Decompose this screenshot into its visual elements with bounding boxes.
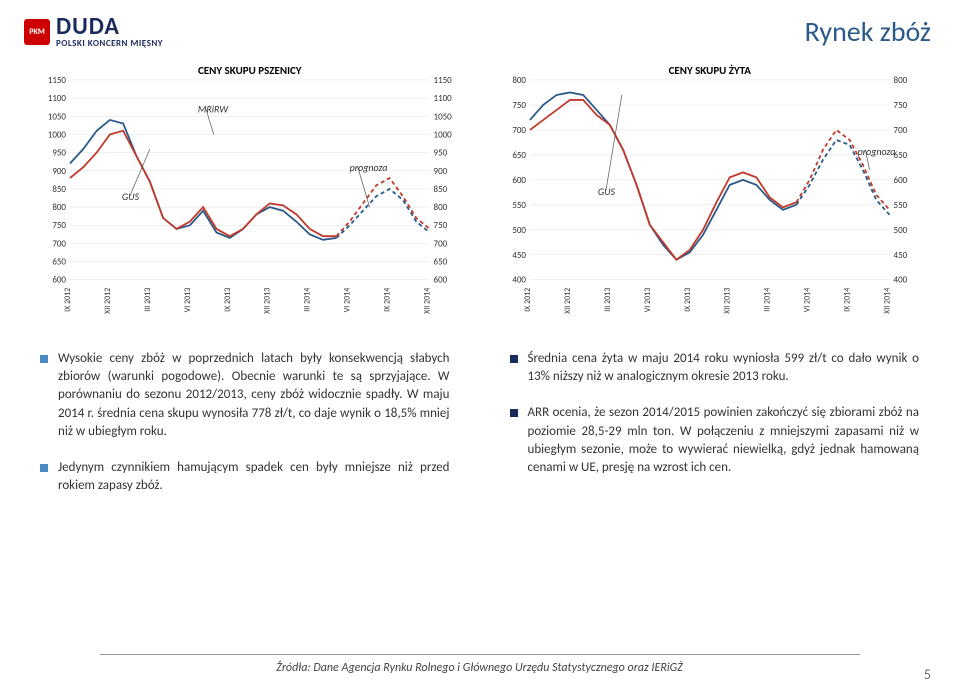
bullet-item: Średnia cena żyta w maju 2014 roku wynio…: [510, 350, 920, 386]
svg-text:600: 600: [893, 175, 907, 186]
source-line: Źródła: Dane Agencja Rynku Rolnego i Głó…: [100, 654, 860, 675]
svg-text:500: 500: [512, 225, 526, 236]
svg-text:prognoza: prognoza: [857, 145, 895, 158]
bullet-item: ARR ocenia, że sezon 2014/2015 powinien …: [510, 404, 920, 477]
bullet-text: Jedynym czynnikiem hamującym spadek cen …: [58, 459, 450, 495]
svg-text:700: 700: [52, 238, 66, 249]
page-title: Rynek zbóż: [805, 14, 931, 49]
bullet-text: Średnia cena żyta w maju 2014 roku wynio…: [528, 350, 920, 386]
svg-text:III 2014: III 2014: [303, 288, 313, 312]
chart-wheat: 600 600 650 650 700 700 750 750 800 800 850 850 900 9…: [30, 60, 470, 325]
bullets-right: Średnia cena żyta w maju 2014 roku wynio…: [510, 350, 920, 513]
svg-text:450: 450: [893, 250, 907, 261]
svg-text:1150: 1150: [48, 75, 67, 86]
svg-text:650: 650: [52, 257, 66, 268]
chart-rye: 400 400 450 450 500 500 550 550 600 600 650 650 700 7…: [490, 60, 930, 325]
svg-text:750: 750: [893, 100, 907, 111]
bullet-text: Wysokie ceny zbóż w poprzednich latach b…: [58, 350, 450, 441]
logo-text: DUDA POLSKI KONCERN MIĘSNY: [56, 16, 163, 49]
page-number: 5: [924, 666, 931, 683]
svg-text:VI 2013: VI 2013: [642, 288, 652, 313]
svg-text:XII 2013: XII 2013: [263, 288, 273, 314]
svg-text:900: 900: [434, 166, 448, 177]
svg-text:IX 2012: IX 2012: [522, 288, 532, 312]
svg-text:500: 500: [893, 225, 907, 236]
svg-text:IX 2014: IX 2014: [383, 288, 393, 312]
svg-text:1100: 1100: [434, 93, 453, 104]
svg-text:XII 2012: XII 2012: [103, 288, 113, 314]
svg-text:XII 2014: XII 2014: [882, 288, 892, 314]
svg-text:800: 800: [512, 75, 526, 86]
svg-text:600: 600: [52, 275, 66, 286]
svg-text:1000: 1000: [434, 129, 453, 140]
svg-text:700: 700: [893, 125, 907, 136]
svg-text:700: 700: [512, 125, 526, 136]
svg-text:MRiRW: MRiRW: [198, 103, 230, 116]
svg-text:400: 400: [512, 275, 526, 286]
svg-text:1050: 1050: [48, 111, 67, 122]
svg-text:1000: 1000: [48, 129, 67, 140]
svg-text:950: 950: [52, 148, 66, 159]
svg-text:650: 650: [893, 150, 907, 161]
svg-text:800: 800: [52, 202, 66, 213]
svg-text:1100: 1100: [48, 93, 67, 104]
svg-text:800: 800: [893, 75, 907, 86]
bullet-marker: [40, 464, 48, 472]
svg-text:XII 2012: XII 2012: [562, 288, 572, 314]
logo-badge: PKM: [24, 19, 50, 45]
bullet-marker: [510, 409, 518, 417]
svg-text:GUS: GUS: [122, 190, 140, 203]
svg-text:450: 450: [512, 250, 526, 261]
logo-main: DUDA: [56, 16, 163, 38]
svg-text:III 2013: III 2013: [602, 288, 612, 312]
bullets-left: Wysokie ceny zbóż w poprzednich latach b…: [40, 350, 450, 513]
charts-row: 600 600 650 650 700 700 750 750 800 800 850 850 900 9…: [30, 60, 929, 325]
svg-text:650: 650: [512, 150, 526, 161]
svg-text:1150: 1150: [434, 75, 453, 86]
bullet-marker: [510, 355, 518, 363]
bullets-row: Wysokie ceny zbóż w poprzednich latach b…: [40, 350, 919, 513]
bullet-text: ARR ocenia, że sezon 2014/2015 powinien …: [528, 404, 920, 477]
svg-text:700: 700: [434, 238, 448, 249]
svg-text:IX 2014: IX 2014: [842, 288, 852, 312]
svg-text:550: 550: [893, 200, 907, 211]
svg-text:850: 850: [52, 184, 66, 195]
svg-text:IX 2012: IX 2012: [63, 288, 73, 312]
svg-text:VI 2014: VI 2014: [802, 288, 812, 313]
svg-text:650: 650: [434, 257, 448, 268]
svg-text:1050: 1050: [434, 111, 453, 122]
svg-text:550: 550: [512, 200, 526, 211]
svg-text:CENY SKUPU PSZENICY: CENY SKUPU PSZENICY: [198, 64, 302, 77]
svg-text:750: 750: [434, 220, 448, 231]
svg-text:XII 2013: XII 2013: [722, 288, 732, 314]
svg-text:III 2014: III 2014: [762, 288, 772, 312]
svg-text:CENY SKUPU ŻYTA: CENY SKUPU ŻYTA: [668, 64, 751, 77]
svg-text:VI 2013: VI 2013: [183, 288, 193, 313]
bullet-item: Jedynym czynnikiem hamującym spadek cen …: [40, 459, 450, 495]
svg-text:850: 850: [434, 184, 448, 195]
bullet-marker: [40, 355, 48, 363]
svg-text:750: 750: [512, 100, 526, 111]
svg-text:III 2013: III 2013: [143, 288, 153, 312]
svg-text:XII 2014: XII 2014: [423, 288, 433, 314]
svg-text:IX 2013: IX 2013: [223, 288, 233, 312]
logo-sub: POLSKI KONCERN MIĘSNY: [56, 38, 163, 49]
bullet-item: Wysokie ceny zbóż w poprzednich latach b…: [40, 350, 450, 441]
svg-text:750: 750: [52, 220, 66, 231]
svg-text:900: 900: [52, 166, 66, 177]
svg-text:prognoza: prognoza: [350, 161, 388, 174]
logo: PKM DUDA POLSKI KONCERN MIĘSNY: [24, 16, 163, 49]
svg-text:400: 400: [893, 275, 907, 286]
svg-text:IX 2013: IX 2013: [682, 288, 692, 312]
svg-text:600: 600: [434, 275, 448, 286]
svg-text:600: 600: [512, 175, 526, 186]
svg-text:VI 2014: VI 2014: [343, 288, 353, 313]
svg-text:800: 800: [434, 202, 448, 213]
svg-text:950: 950: [434, 148, 448, 159]
